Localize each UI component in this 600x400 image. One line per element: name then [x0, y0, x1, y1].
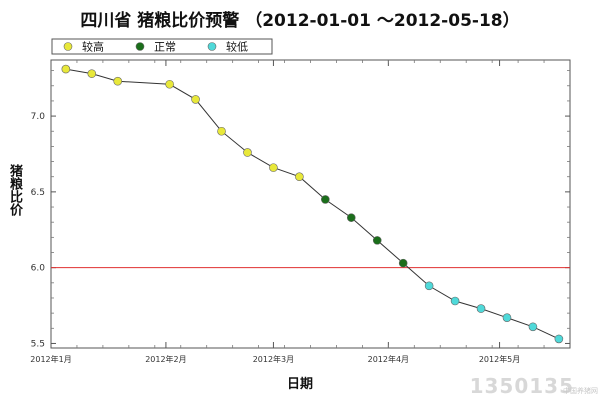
- data-point-low: [528, 322, 538, 332]
- data-point-high: [243, 148, 252, 157]
- data-point-high: [87, 69, 97, 78]
- plot-frame: [50, 59, 571, 349]
- data-point-normal: [321, 195, 330, 204]
- data-point-normal: [346, 213, 356, 222]
- y-tick-label: 5.5: [31, 339, 45, 349]
- data-point-high: [113, 76, 123, 86]
- data-point-high: [217, 126, 226, 136]
- data-point-high: [269, 163, 278, 172]
- legend-marker-low: [207, 42, 217, 51]
- data-point-high: [191, 95, 200, 104]
- x-tick-label: 2012年2月: [145, 354, 186, 364]
- x-tick-label: 2012年3月: [253, 354, 294, 364]
- x-tick-label: 2012年1月: [30, 354, 71, 364]
- watermark-logo: 1350135: [469, 374, 574, 398]
- x-tick-label: 2012年4月: [368, 354, 409, 364]
- legend-label-high: 较高: [82, 40, 104, 54]
- data-point-high: [61, 64, 71, 74]
- legend-label-low: 较低: [226, 40, 248, 54]
- x-tick-label: 2012年5月: [479, 354, 520, 364]
- data-point-normal: [372, 236, 382, 245]
- data-point-low: [554, 334, 564, 344]
- data-point-low: [424, 281, 434, 291]
- data-point-high: [165, 79, 174, 89]
- data-point-low: [450, 296, 460, 306]
- data-point-normal: [398, 258, 408, 268]
- data-point-low: [476, 304, 486, 313]
- data-point-low: [502, 313, 512, 322]
- y-tick-label: 6.0: [31, 264, 46, 274]
- legend-marker-high: [63, 42, 73, 51]
- legend-marker-normal: [135, 42, 145, 51]
- y-axis-label: 猪粮比价: [7, 164, 22, 216]
- watermark-caption: 中国养猪网: [563, 387, 598, 395]
- legend-box: [51, 38, 273, 55]
- legend-label-normal: 正常: [154, 41, 176, 54]
- y-tick-label: 7.0: [31, 112, 46, 122]
- y-tick-label: 6.5: [31, 188, 45, 198]
- data-point-high: [295, 172, 304, 182]
- x-axis-label: 日期: [286, 377, 313, 392]
- chart-title: 四川省 猪粮比价预警 （2012-01-01 ～2012-05-18）: [80, 11, 520, 31]
